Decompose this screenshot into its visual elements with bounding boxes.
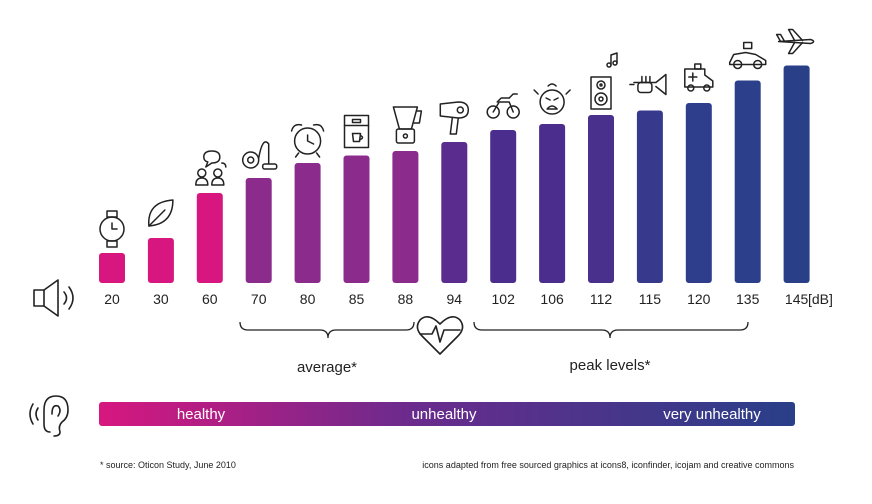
tick-label: 120 [687, 291, 711, 307]
bar-102db [490, 130, 517, 283]
hair-dryer-icon [439, 101, 470, 135]
average-label: average* [297, 359, 357, 376]
vacuum-cleaner-icon [241, 141, 278, 170]
tick-label: 135 [736, 291, 760, 307]
bar-112db [588, 115, 614, 283]
tick-label: 85 [349, 291, 365, 307]
credits-footnote: icons adapted from free sourced graphics… [422, 460, 794, 470]
bar-70db [245, 178, 272, 283]
tick-label: 102 [492, 291, 516, 307]
tick-label: 70 [251, 291, 267, 307]
bar-106db [539, 124, 566, 283]
motorcycle-icon [486, 93, 520, 119]
bars-layer [99, 65, 810, 283]
tick-label: 80 [300, 291, 316, 307]
tick-label: 60 [202, 291, 218, 307]
tick-label: 112 [590, 291, 613, 307]
tick-labels: 20 30 60 70 80 85 88 94 102 106 112 115 120 135 145 [104, 291, 808, 307]
peak-label: peak levels* [570, 357, 651, 374]
leaf-icon [148, 199, 174, 227]
tick-label: 20 [104, 291, 120, 307]
conversation-icon [195, 150, 227, 186]
bar-94db [441, 142, 468, 283]
bar-115db [636, 110, 663, 283]
bar-60db [196, 193, 223, 283]
tick-label: 115 [639, 291, 662, 307]
bar-85db [343, 155, 370, 283]
blender-icon [392, 106, 423, 144]
bar-120db [685, 103, 712, 283]
tick-label: 30 [153, 291, 169, 307]
icons-layer [99, 28, 815, 248]
health-scale-bar [99, 402, 795, 426]
unhealthy-label: unhealthy [411, 406, 477, 423]
tick-label: 106 [540, 291, 564, 307]
bar-88db [392, 151, 419, 283]
watch-icon [99, 210, 125, 248]
bar-145db [783, 65, 810, 283]
unit-label: [dB] [808, 291, 833, 307]
average-bracket [239, 321, 415, 339]
peak-bracket [473, 321, 749, 339]
trumpet-icon [629, 73, 667, 96]
ambulance-icon [684, 63, 714, 92]
tick-label: 145 [785, 291, 809, 307]
healthy-label: healthy [177, 406, 226, 423]
bar-135db [734, 80, 761, 283]
very-unhealthy-label: very unhealthy [663, 406, 761, 423]
source-footnote: * source: Oticon Study, June 2010 [100, 460, 236, 470]
coffee-machine-icon [343, 114, 370, 149]
speaker-music-icon [590, 52, 618, 110]
tick-label: 88 [398, 291, 414, 307]
bar-30db [147, 238, 174, 283]
heartbeat-icon [416, 316, 464, 355]
airplane-icon [775, 28, 815, 55]
speaker-volume-icon [33, 279, 74, 317]
ear-icon [29, 395, 69, 437]
alarm-clock-icon [290, 123, 325, 158]
bar-80db [294, 163, 321, 283]
crying-baby-icon [533, 83, 571, 115]
bar-20db [99, 253, 125, 283]
tick-label: 94 [447, 291, 463, 307]
race-car-icon [728, 41, 767, 70]
